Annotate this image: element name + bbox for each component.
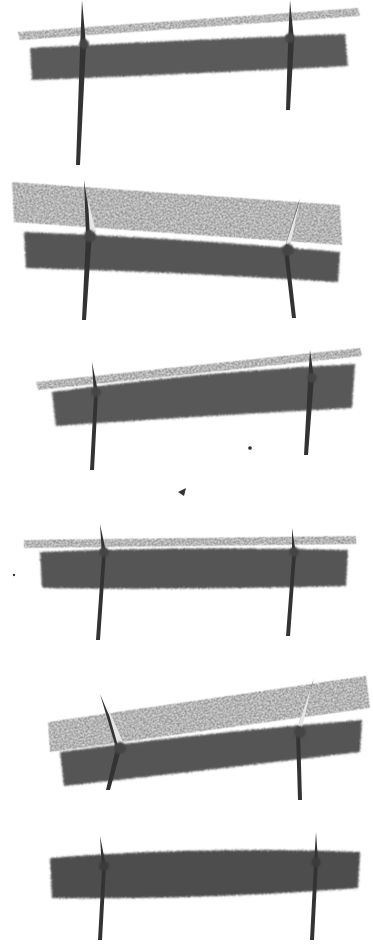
rod-1: [18, 8, 360, 40]
contact-1a: [79, 39, 89, 49]
panel-4: [12, 524, 356, 640]
needle-5b-light: [298, 684, 312, 728]
speck-mark: [178, 488, 186, 496]
panel-1: [18, 0, 360, 165]
panel-2: [12, 180, 342, 320]
speck-3: [248, 446, 252, 450]
contact-6b: [311, 857, 321, 867]
band-4: [40, 548, 348, 589]
contact-3b: [307, 373, 317, 383]
contact-1b: [285, 33, 295, 43]
needle-2a: [82, 180, 92, 320]
needle-5a-light: [106, 704, 124, 746]
band-2: [24, 232, 340, 282]
contact-5a: [114, 742, 126, 754]
band-1: [30, 34, 348, 80]
contact-2a: [84, 230, 96, 242]
needle-1a: [76, 0, 86, 165]
rod-2: [12, 182, 342, 245]
rod-3: [36, 348, 362, 390]
rod-4: [24, 536, 356, 548]
band-5: [60, 720, 362, 786]
needle-1b: [286, 0, 294, 110]
contact-2b: [282, 244, 294, 256]
panel-5: [48, 676, 370, 800]
contact-6a: [99, 861, 109, 871]
rod-5: [48, 676, 370, 752]
band-3: [52, 364, 355, 426]
panel-6: [50, 832, 360, 940]
contact-4b: [289, 547, 299, 557]
needle-5b: [296, 678, 314, 800]
band-6: [50, 850, 360, 899]
needle-5a: [100, 694, 122, 790]
contact-3a: [91, 387, 101, 397]
needle-2b: [284, 198, 300, 318]
panel-3: [36, 348, 362, 470]
needle-2a-light: [88, 200, 96, 236]
needle-2b-light: [286, 200, 300, 246]
contact-4a: [99, 547, 109, 557]
contact-5b: [294, 726, 306, 738]
speck-4: [12, 573, 16, 577]
